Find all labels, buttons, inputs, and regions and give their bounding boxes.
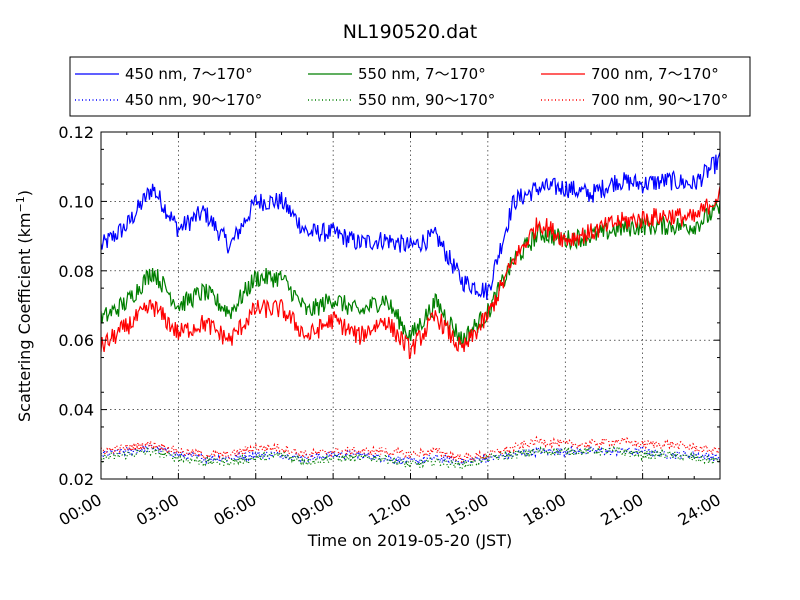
legend-label-6: 700 nm, 90～170°: [591, 91, 728, 109]
series-line-5: [101, 186, 720, 360]
y-tick-label: 0.08: [58, 262, 94, 281]
legend: 450 nm, 7～170° 550 nm, 7～170° 700 nm, 7～17…: [69, 56, 751, 117]
y-tick-label: 0.04: [58, 401, 94, 420]
legend-label-4: 550 nm, 90～170°: [358, 91, 495, 109]
y-tick-label: 0.12: [58, 123, 94, 142]
x-axis: 00:00 03:00 06:00 09:00 12:00 15:00 18:00 21:00…: [56, 132, 724, 530]
legend-label-3: 550 nm, 7～170°: [358, 65, 486, 83]
x-tick-label: 18:00: [520, 490, 569, 530]
x-tick-label: 24:00: [675, 490, 724, 530]
series-group: [101, 152, 720, 471]
grid: [101, 132, 720, 479]
x-tick-label: 12:00: [365, 490, 414, 530]
legend-label-1: 450 nm, 7～170°: [125, 65, 253, 83]
y-axis-label-sup: −1: [14, 196, 27, 212]
legend-box: [69, 56, 751, 117]
y-tick-label: 0.06: [58, 331, 94, 350]
y-axis: 0.02 0.04 0.06 0.08 0.10 0.12: [58, 123, 720, 489]
y-tick-label: 0.10: [58, 192, 94, 211]
x-tick-label: 03:00: [133, 490, 182, 530]
chart-title: NL190520.dat: [343, 21, 478, 43]
y-axis-label: Scattering Coefficient (km−1): [14, 190, 34, 422]
x-tick-label: 09:00: [288, 490, 337, 530]
y-axis-label-main: Scattering Coefficient (km: [15, 212, 34, 422]
x-axis-label: Time on 2019-05-20 (JST): [307, 531, 512, 550]
legend-label-2: 450 nm, 90～170°: [125, 91, 262, 109]
x-tick-label: 06:00: [210, 490, 259, 530]
y-tick-label: 0.02: [58, 470, 94, 489]
x-tick-label: 21:00: [597, 490, 646, 530]
x-tick-label: 00:00: [56, 490, 105, 530]
series-line-2: [101, 443, 720, 467]
y-axis-label-close: ): [15, 190, 34, 196]
legend-label-5: 700 nm, 7～170°: [591, 65, 719, 83]
x-tick-label: 15:00: [442, 490, 491, 530]
series-line-1: [101, 152, 720, 300]
plot-frame: [100, 131, 721, 480]
